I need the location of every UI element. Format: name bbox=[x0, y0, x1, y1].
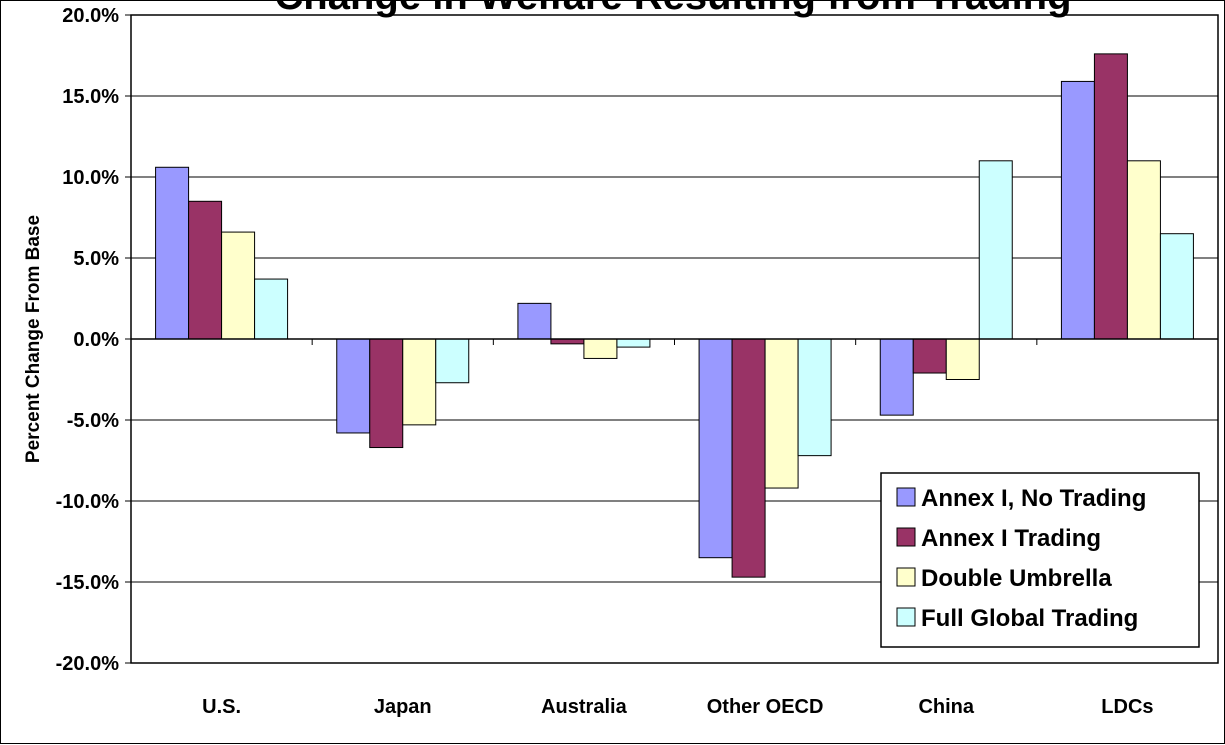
bar bbox=[369, 338, 404, 449]
legend-label: Annex I Trading bbox=[921, 525, 1101, 552]
x-category-label: U.S. bbox=[202, 696, 241, 718]
x-category-label: LDCs bbox=[1101, 696, 1153, 718]
legend-label: Double Umbrella bbox=[921, 565, 1112, 592]
bar bbox=[616, 338, 651, 348]
x-category-label: Other OECD bbox=[707, 696, 824, 718]
y-tick-label: 15.0% bbox=[62, 86, 119, 108]
x-category-label: Japan bbox=[374, 696, 432, 718]
y-tick-label: -10.0% bbox=[56, 491, 120, 513]
bar bbox=[517, 302, 552, 340]
bar bbox=[221, 231, 256, 340]
x-category-label: China bbox=[918, 696, 974, 718]
legend-swatch bbox=[896, 487, 916, 507]
bar bbox=[402, 338, 437, 426]
bar bbox=[879, 338, 914, 416]
bar bbox=[336, 338, 371, 434]
bar bbox=[435, 338, 470, 384]
y-tick-label: -5.0% bbox=[67, 410, 119, 432]
bar bbox=[945, 338, 980, 380]
bar bbox=[1159, 233, 1194, 340]
bar bbox=[155, 166, 190, 340]
x-category-label: Australia bbox=[541, 696, 627, 718]
y-tick-label: -20.0% bbox=[56, 653, 120, 675]
bar bbox=[797, 338, 832, 457]
legend-swatch bbox=[896, 567, 916, 587]
bar bbox=[188, 200, 223, 340]
bar bbox=[978, 160, 1013, 340]
legend-swatch bbox=[896, 527, 916, 547]
bar bbox=[1093, 53, 1128, 340]
bar bbox=[1060, 80, 1095, 340]
bar bbox=[731, 338, 766, 578]
y-tick-label: 5.0% bbox=[73, 248, 119, 270]
legend-swatch bbox=[896, 607, 916, 627]
bar bbox=[1126, 160, 1161, 340]
bar bbox=[912, 338, 947, 374]
legend-box bbox=[880, 472, 1200, 648]
y-tick-label: 20.0% bbox=[62, 5, 119, 27]
y-axis-label: Percent Change From Base bbox=[23, 215, 44, 463]
chart-title: Change in Welfare Resulting from Trading bbox=[274, 1, 1071, 18]
y-tick-label: 10.0% bbox=[62, 167, 119, 189]
legend-label: Annex I, No Trading bbox=[921, 485, 1146, 512]
y-tick-label: 0.0% bbox=[73, 329, 119, 351]
bar bbox=[583, 338, 618, 359]
bar bbox=[764, 338, 799, 489]
bar bbox=[254, 278, 289, 340]
legend-label: Full Global Trading bbox=[921, 605, 1138, 632]
y-tick-label: -15.0% bbox=[56, 572, 120, 594]
bar bbox=[698, 338, 733, 559]
